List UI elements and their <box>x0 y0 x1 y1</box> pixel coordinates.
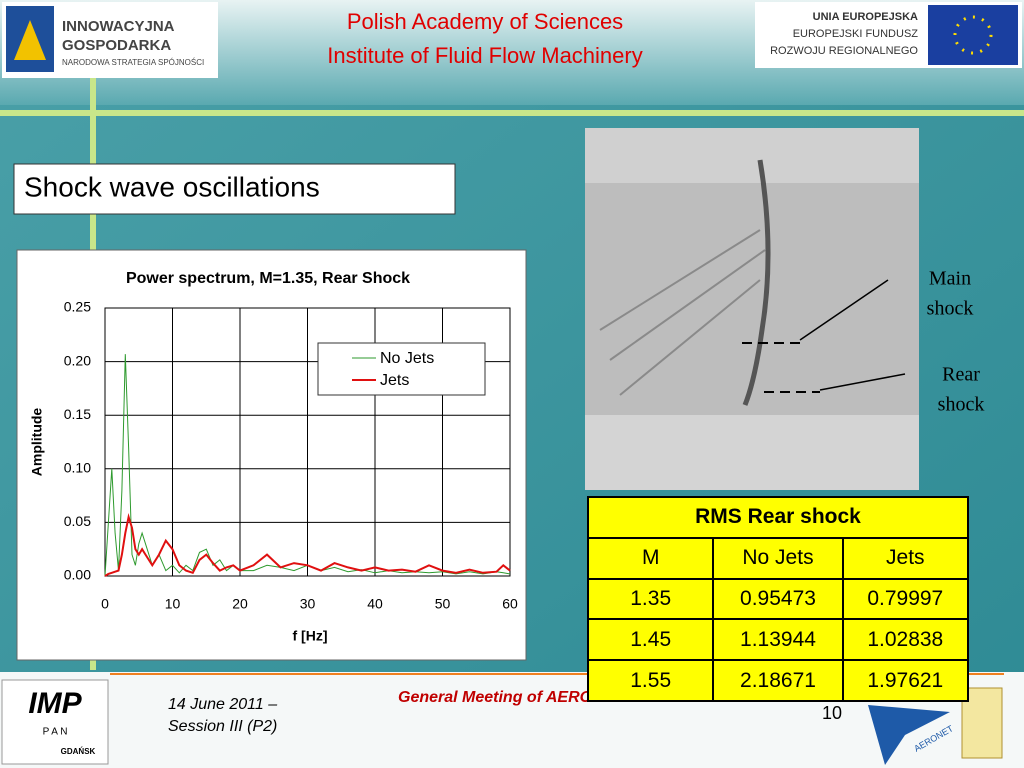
table-header: M <box>586 536 715 580</box>
plot-frame <box>104 307 511 577</box>
schlieren-photo <box>585 128 919 490</box>
table-cell: 1.35 <box>586 577 715 621</box>
x-tick-label: 50 <box>435 596 451 612</box>
logo-text: IMP <box>28 687 82 720</box>
table-title: RMS Rear shock <box>587 496 969 539</box>
x-tick-label: 30 <box>300 596 316 612</box>
logo-text: GDAŃSK <box>61 747 96 756</box>
series-line <box>104 513 511 577</box>
arrow <box>799 279 889 341</box>
y-tick-label: 0.05 <box>64 513 91 529</box>
footer-date: Session III (P2) <box>168 718 277 735</box>
logo-text: GOSPODARKA <box>62 37 171 54</box>
table-cell: 1.55 <box>586 659 715 702</box>
logo-text: ROZWOJU REGIONALNEGO <box>770 45 918 57</box>
imp-logo: IMP P A N GDAŃSK <box>1 679 109 765</box>
chart-title: Power spectrum, M=1.35, Rear Shock <box>126 270 410 287</box>
table-header: No Jets <box>712 536 844 580</box>
legend-box <box>317 342 486 396</box>
annotation: Main <box>929 268 971 290</box>
logo-text: INNOWACYJNA <box>62 18 175 35</box>
logo-box <box>1 679 109 765</box>
x-tick-label: 0 <box>101 596 109 612</box>
x-tick-label: 20 <box>232 596 248 612</box>
rms-table: RMS Rear shock M No Jets Jets 1.35 0.9547… <box>586 496 970 702</box>
logo-star <box>14 20 46 60</box>
series-line <box>104 354 511 577</box>
logo-text: EUROPEJSKI FUNDUSZ <box>793 28 919 40</box>
logo-text: UNIA EUROPEJSKA <box>813 11 918 23</box>
footer-meeting: General Meeting of AERONET <box>398 689 625 706</box>
y-tick-label: 0.25 <box>64 299 91 315</box>
section-title: Shock wave oscillations <box>24 171 320 202</box>
shock-lines <box>599 229 766 396</box>
annotation: shock <box>927 298 974 320</box>
y-tick-label: 0.20 <box>64 352 91 368</box>
chart-box <box>16 249 527 661</box>
photo-bottom <box>585 415 919 490</box>
table-cell: 0.79997 <box>841 577 970 621</box>
table-cell: 1.02838 <box>841 618 970 662</box>
table-cell: 2.18671 <box>712 659 844 702</box>
y-tick-label: 0.15 <box>64 406 91 422</box>
y-tick-label: 0.10 <box>64 460 91 476</box>
green-rule <box>0 110 1024 116</box>
logo-text: P A N <box>43 727 68 738</box>
table-cell: 1.45 <box>586 618 715 662</box>
x-tick-label: 10 <box>165 596 181 612</box>
table-cell: 0.95473 <box>712 577 844 621</box>
table-header: Jets <box>841 536 970 580</box>
table-cell: 1.97621 <box>841 659 970 702</box>
logo-mark <box>868 705 950 765</box>
arrow <box>819 373 906 391</box>
logo-text: NARODOWA STRATEGIA SPÓJNOŚCI <box>62 58 204 67</box>
page-number: 10 <box>822 703 842 723</box>
annotation: Rear <box>942 364 980 386</box>
x-tick-label: 60 <box>502 596 518 612</box>
shock-line <box>742 159 771 406</box>
header-title: Polish Academy of Sciences <box>347 9 623 34</box>
section-box <box>13 163 456 215</box>
x-axis-label: f [Hz] <box>293 628 328 644</box>
footer-date: 14 June 2011 – <box>168 696 277 713</box>
table-cell: 1.13944 <box>712 618 844 662</box>
eu-stars <box>953 15 993 55</box>
legend-label: Jets <box>380 372 409 389</box>
right-logo: UNIA EUROPEJSKA EUROPEJSKI FUNDUSZ ROZWO… <box>755 2 1022 68</box>
legend-label: No Jets <box>380 350 434 367</box>
header-title: Institute of Fluid Flow Machinery <box>327 43 642 68</box>
y-axis-label: Amplitude <box>29 408 45 477</box>
annotation: shock <box>938 394 985 416</box>
left-logo: INNOWACYJNA GOSPODARKA NARODOWA STRATEGI… <box>2 2 218 78</box>
photo-top <box>585 128 919 183</box>
eu-flag <box>928 5 1018 65</box>
x-tick-label: 40 <box>367 596 383 612</box>
y-tick-label: 0.00 <box>64 567 91 583</box>
chart: Power spectrum, M=1.35, Rear Shock f [Hz… <box>16 249 527 661</box>
